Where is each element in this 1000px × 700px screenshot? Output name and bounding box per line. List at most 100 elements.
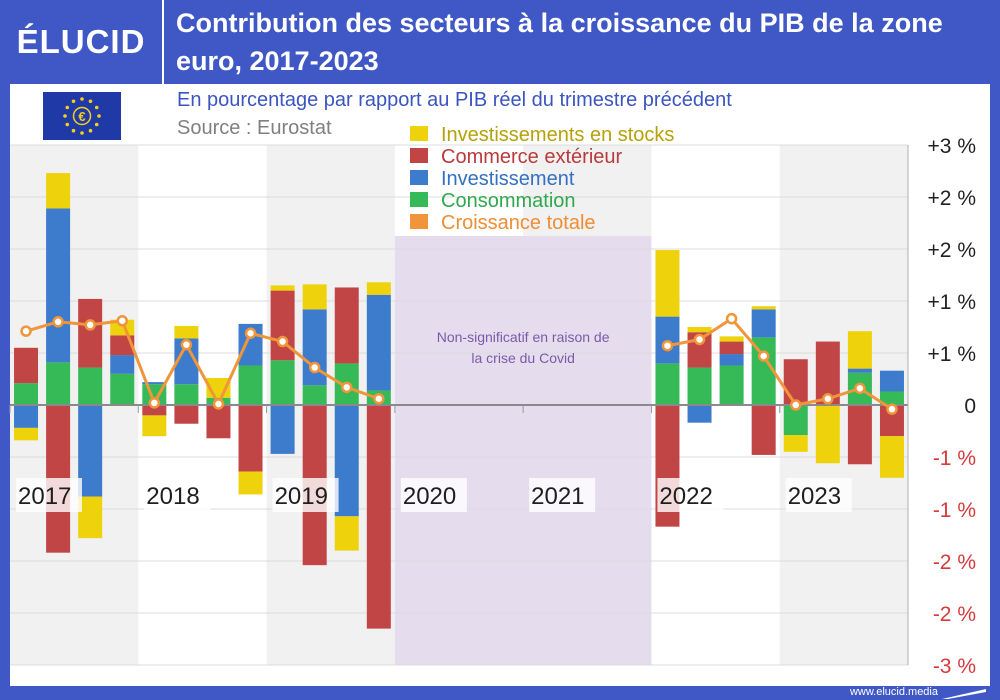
total-growth-point: [822, 393, 834, 405]
y-tick-label: -2 %: [933, 551, 976, 574]
y-tick-label: +1 %: [928, 343, 976, 366]
total-growth-point: [52, 316, 64, 328]
y-tick-label: -2 %: [933, 603, 976, 626]
bar-commerce: [142, 405, 167, 416]
total-growth-point: [148, 397, 161, 409]
bar-investissement: [334, 405, 359, 517]
bar-consommation: [655, 363, 680, 405]
flag-star: [65, 122, 70, 127]
bar-consommation: [46, 362, 71, 405]
bar-stocks: [302, 284, 327, 310]
bar-stocks: [783, 435, 808, 452]
legend-swatch: [410, 192, 428, 207]
total-growth-point: [693, 333, 706, 346]
x-year-label: 2020: [403, 483, 456, 510]
bar-stocks: [879, 436, 904, 478]
total-growth-point: [725, 312, 738, 325]
bar-commerce: [334, 287, 359, 364]
bar-commerce: [14, 347, 39, 384]
flag-star: [94, 122, 99, 127]
bar-commerce: [238, 405, 263, 472]
bar-investissement: [366, 294, 391, 391]
bar-commerce: [847, 405, 872, 465]
bar-stocks: [46, 173, 71, 209]
bar-consommation: [174, 384, 199, 405]
total-growth-point: [84, 319, 96, 331]
legend-label: Commerce extérieur: [441, 146, 623, 168]
bar-stocks: [142, 415, 167, 437]
bar-consommation: [270, 360, 295, 405]
year-label-backdrop: [16, 478, 82, 512]
bar-investissement: [270, 405, 295, 454]
svg-text:€: €: [78, 109, 85, 124]
eu-flag-icon: €: [43, 92, 121, 140]
logo-divider: [162, 0, 164, 84]
footer-url[interactable]: www.elucid.media: [849, 686, 938, 698]
bar-commerce: [206, 405, 231, 439]
covid-note-line: la crise du Covid: [471, 350, 575, 366]
legend-swatch: [410, 126, 428, 141]
total-growth-point: [212, 398, 225, 410]
y-tick-label: -1 %: [933, 499, 976, 522]
total-growth-point: [854, 382, 866, 395]
bar-investissement: [847, 368, 872, 373]
legend-swatch: [410, 170, 428, 185]
year-label-backdrop: [785, 478, 852, 512]
bar-investissement: [719, 354, 744, 366]
bar-commerce: [78, 298, 103, 368]
flag-star: [63, 114, 67, 118]
bar-stocks: [270, 285, 295, 291]
flag-star: [65, 105, 70, 110]
bar-stocks: [78, 496, 103, 539]
bar-consommation: [110, 373, 135, 405]
bar-consommation: [719, 365, 744, 405]
total-growth-point: [276, 335, 289, 348]
year-label-backdrop: [400, 478, 467, 512]
x-year-label: 2019: [275, 483, 328, 510]
y-tick-label: +2 %: [928, 187, 976, 210]
flag-star: [80, 97, 84, 101]
flag-star: [71, 128, 76, 133]
x-year-label: 2017: [18, 483, 71, 510]
bar-consommation: [879, 391, 904, 405]
total-growth-point: [308, 361, 321, 374]
total-growth-point: [341, 381, 353, 394]
x-year-label: 2021: [531, 483, 584, 510]
bar-investissement: [46, 208, 71, 363]
flag-star: [71, 99, 76, 104]
bar-commerce: [110, 335, 135, 356]
bar-stocks: [815, 405, 840, 464]
flag-star: [94, 105, 99, 110]
bar-investissement: [142, 382, 167, 385]
flag-star: [88, 99, 93, 104]
y-tick-label: 0: [964, 395, 976, 418]
total-growth-point: [20, 325, 32, 337]
bar-investissement: [751, 309, 776, 338]
flag-star: [88, 128, 93, 133]
bar-commerce: [719, 341, 744, 355]
total-growth-point: [244, 327, 257, 339]
bar-stocks: [366, 282, 391, 295]
bar-stocks: [238, 471, 263, 495]
bar-consommation: [302, 385, 327, 405]
year-label-backdrop: [272, 478, 339, 512]
bar-consommation: [687, 367, 712, 405]
total-growth-point: [790, 399, 802, 411]
covid-note-line: Non-significatif en raison de: [437, 329, 610, 345]
total-growth-point: [886, 403, 898, 415]
bar-stocks: [110, 319, 135, 336]
legend-swatch: [410, 214, 428, 229]
year-label-backdrop: [529, 478, 596, 512]
header-bar: ÉLUCID Contribution des secteurs à la cr…: [0, 0, 1000, 84]
bar-investissement: [78, 405, 103, 497]
bar-stocks: [174, 325, 199, 339]
x-year-label: 2022: [659, 483, 712, 510]
elucid-logo: ÉLUCID: [16, 23, 146, 60]
x-year-label: 2018: [146, 483, 199, 510]
legend-label: Investissement: [441, 168, 575, 190]
legend-label: Croissance totale: [441, 212, 596, 234]
bar-investissement: [110, 355, 135, 374]
bar-stocks: [655, 250, 680, 317]
y-tick-label: +2 %: [928, 239, 976, 262]
